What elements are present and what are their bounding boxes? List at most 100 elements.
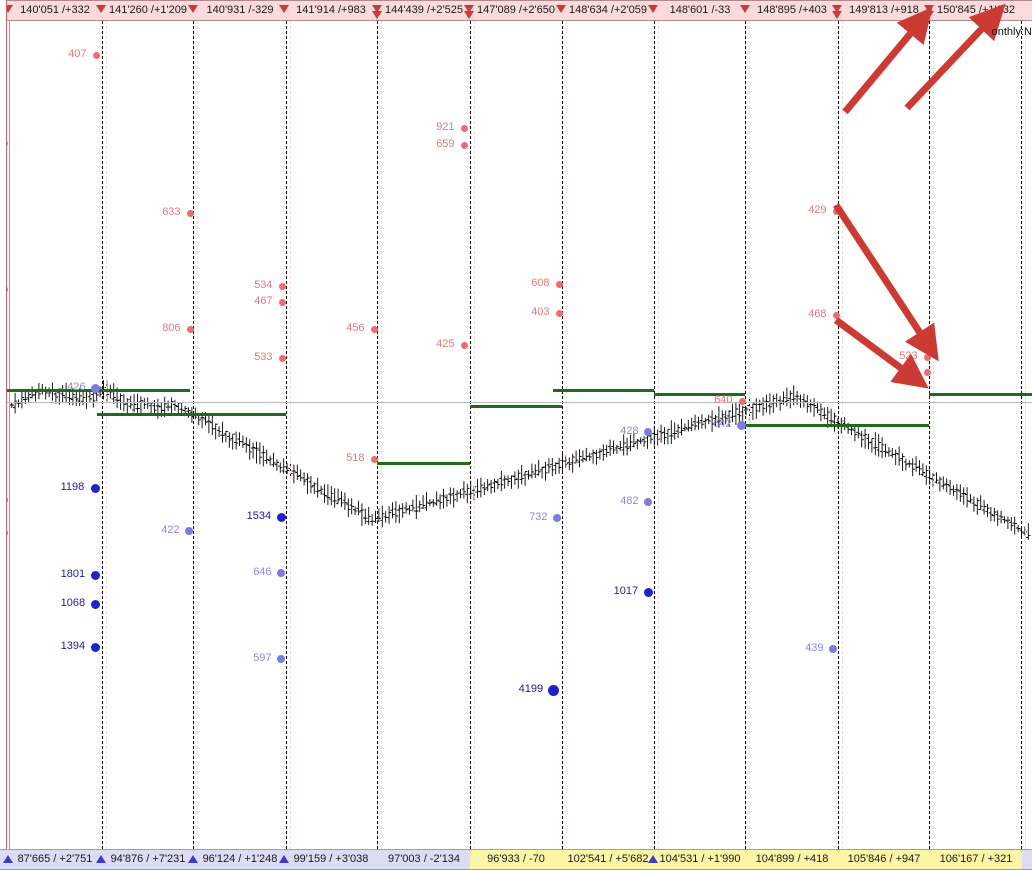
blue-signal-dot[interactable] (736, 420, 746, 430)
blue-signal-dot[interactable] (277, 569, 285, 577)
red-signal-dot[interactable] (186, 209, 194, 217)
period-divider-faint (842, 21, 843, 849)
down-triangle-marker-icon (556, 5, 566, 13)
top-axis-cell[interactable]: 149'813 /+918 (849, 4, 919, 16)
blue-signal-dot[interactable] (90, 642, 100, 652)
red-signal-label: 633 (162, 206, 181, 218)
red-signal-dot[interactable] (460, 124, 468, 132)
blue-signal-dot[interactable] (553, 514, 561, 522)
resistance-level-line (470, 405, 562, 408)
blue-signal-dot[interactable] (644, 428, 652, 436)
period-divider-faint (566, 21, 567, 849)
red-signal-label: 534 (254, 279, 273, 291)
bottom-axis-cell[interactable]: 96'933 / -70 (470, 850, 562, 869)
period-divider-line (193, 21, 194, 849)
red-signal-dot[interactable] (186, 325, 194, 333)
red-signal-label: 518 (346, 452, 365, 464)
period-divider-line (929, 21, 930, 849)
red-signal-dot[interactable] (278, 354, 286, 362)
blue-signal-label: 597 (253, 652, 272, 664)
red-signal-label: 659 (436, 138, 455, 150)
blue-signal-dot[interactable] (277, 655, 285, 663)
blue-signal-dot[interactable] (90, 483, 100, 493)
top-axis-cell[interactable]: 144'439 /+2'525 (385, 4, 463, 16)
blue-signal-dot[interactable] (547, 684, 559, 696)
top-axis-cell[interactable]: 140'051 /+332 (20, 4, 90, 16)
red-signal-dot[interactable] (370, 455, 378, 463)
down-triangle-marker-icon (832, 11, 842, 19)
resistance-level-line (838, 424, 929, 427)
up-triangle-marker-icon (188, 855, 198, 863)
red-signal-dot[interactable] (370, 325, 378, 333)
red-signal-label: 425 (436, 338, 455, 350)
period-divider-line (286, 21, 287, 849)
down-triangle-marker-icon (464, 5, 474, 13)
bottom-axis-cell[interactable]: 105'846 / +947 (838, 850, 930, 869)
period-divider-line (377, 21, 378, 849)
period-divider-line (1021, 21, 1022, 849)
red-signal-label: 456 (346, 322, 365, 334)
red-signal-dot[interactable] (832, 311, 840, 319)
blue-signal-label: 1801 (60, 568, 86, 580)
bottom-axis-cell[interactable]: 106'167 / +321 (930, 850, 1022, 869)
red-signal-dot[interactable] (460, 141, 468, 149)
blue-signal-dot[interactable] (90, 383, 100, 393)
bottom-axis-cell[interactable]: 104'899 / +418 (746, 850, 838, 869)
blue-signal-dot[interactable] (829, 645, 837, 653)
red-signal-label: 921 (436, 121, 455, 133)
blue-signal-dot[interactable] (90, 599, 100, 609)
red-signal-dot[interactable] (460, 341, 468, 349)
period-divider-faint (381, 21, 382, 849)
top-axis-cell[interactable]: 148'601 /-33 (669, 4, 731, 16)
top-axis-cell[interactable]: 140'931 /-329 (206, 4, 274, 16)
red-signal-dot[interactable] (923, 353, 931, 361)
red-signal-dot[interactable] (278, 298, 286, 306)
red-signal-label: 403 (531, 306, 550, 318)
period-divider-faint (106, 21, 107, 849)
red-signal-dot[interactable] (92, 51, 100, 59)
red-signal-label: 806 (162, 322, 181, 334)
blue-signal-label: 1068 (60, 597, 86, 609)
red-signal-dot[interactable] (923, 368, 931, 376)
bottom-axis-cell[interactable]: 87'665 / +2'751 (17, 853, 93, 865)
blue-signal-dot[interactable] (644, 498, 652, 506)
bottom-axis-cell[interactable]: 97'003 / -2'134 (387, 853, 461, 865)
blue-signal-label: 1534 (246, 510, 272, 522)
top-axis-cell[interactable]: 141'260 /+1'209 (109, 4, 187, 16)
blue-signal-dot[interactable] (276, 512, 286, 522)
bottom-axis-cell[interactable]: 102'541 / +5'682 (562, 850, 654, 869)
blue-signal-label: 732 (529, 511, 548, 523)
top-axis-cell[interactable]: 148'634 /+2'059 (569, 4, 647, 16)
bottom-axis-cell[interactable]: 96'124 / +1'248 (202, 853, 278, 865)
blue-signal-label: 1394 (60, 640, 86, 652)
period-divider-faint (1025, 21, 1026, 849)
top-axis-cell[interactable]: 147'089 /+2'650 (477, 4, 555, 16)
down-triangle-marker-icon (372, 11, 382, 19)
red-signal-dot[interactable] (555, 309, 563, 317)
reference-midline (0, 402, 1032, 403)
bottom-axis-cell[interactable]: 99'159 / +3'038 (293, 853, 369, 865)
red-signal-dot[interactable] (555, 280, 563, 288)
top-axis-cell[interactable]: 141'914 /+983 (296, 4, 366, 16)
left-ruler (0, 0, 7, 870)
top-axis-cell[interactable]: 148'895 /+403 (757, 4, 827, 16)
period-divider-line (470, 21, 471, 849)
red-signal-dot[interactable] (832, 207, 840, 215)
period-divider-faint (290, 21, 291, 849)
price-series (9, 380, 1031, 540)
period-divider-line (102, 21, 103, 849)
red-signal-label: 608 (531, 277, 550, 289)
top-axis-cell[interactable]: 150'845 /+1'032 (937, 4, 1015, 16)
red-signal-label: 467 (254, 295, 273, 307)
blue-signal-dot[interactable] (185, 527, 193, 535)
bottom-axis-cell[interactable]: 94'876 / +7'231 (110, 853, 186, 865)
red-signal-label: 533 (254, 351, 273, 363)
red-signal-dot[interactable] (278, 282, 286, 290)
bottom-axis-cell[interactable]: 104'531 / +1'990 (654, 850, 746, 869)
blue-signal-dot[interactable] (90, 570, 100, 580)
plot-area[interactable]: 407 633 534 467 806 533 921 659 456 425 608 403 518 6… (0, 21, 1032, 849)
blue-signal-dot[interactable] (643, 587, 653, 597)
red-signal-dot[interactable] (738, 397, 746, 405)
down-triangle-marker-icon (464, 11, 474, 19)
blue-signal-label: 439 (805, 642, 824, 654)
